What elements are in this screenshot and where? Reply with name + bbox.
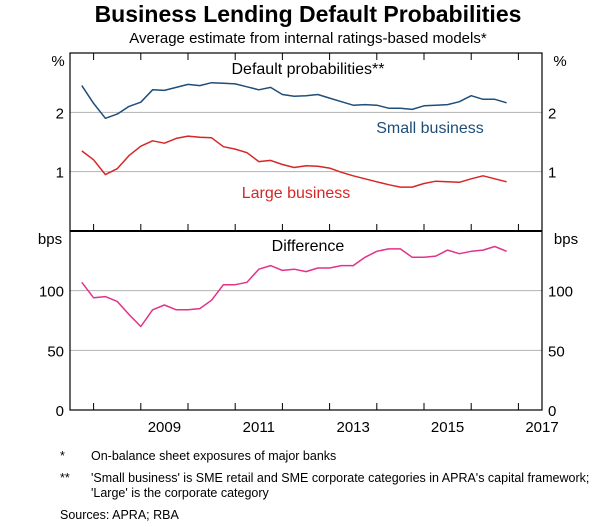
y-tick-label-right: 100 bbox=[548, 284, 573, 301]
difference-line bbox=[81, 245, 507, 328]
y-tick-label-left: 0 bbox=[56, 403, 64, 420]
series-lines bbox=[81, 81, 507, 328]
y-tick-labels: 1 1 2 2 0 0 50 50 100 100 bbox=[39, 105, 573, 420]
chart-subtitle: Average estimate from internal ratings-b… bbox=[129, 30, 487, 47]
large-business-line bbox=[81, 135, 507, 188]
y-tick-label-left: 100 bbox=[39, 284, 64, 301]
y-tick-label-left: 1 bbox=[56, 165, 64, 182]
footnote-1-text: On-balance sheet exposures of major bank… bbox=[91, 449, 337, 463]
chart-title: Business Lending Default Probabilities bbox=[94, 1, 522, 27]
x-tick-label: 2013 bbox=[337, 419, 370, 436]
y-tick-label-right: 50 bbox=[548, 343, 565, 360]
top-panel-title: Default probabilities** bbox=[232, 61, 385, 78]
bottom-left-unit: bps bbox=[38, 231, 62, 248]
x-tick-label: 2015 bbox=[431, 419, 464, 436]
gridlines bbox=[70, 111, 542, 351]
small-business-line bbox=[81, 81, 507, 120]
x-tick-label: 2017 bbox=[525, 419, 558, 436]
y-tick-label-right: 1 bbox=[548, 165, 556, 182]
bottom-right-unit: bps bbox=[554, 231, 578, 248]
x-ticks bbox=[93, 53, 519, 410]
footnote-1-marker: * bbox=[60, 449, 65, 463]
x-tick-label: 2011 bbox=[243, 419, 275, 436]
x-tick-label: 2009 bbox=[148, 419, 181, 436]
sources: Sources: APRA; RBA bbox=[60, 508, 179, 522]
footnote-2-text: 'Small business' is SME retail and SME c… bbox=[91, 471, 590, 500]
top-right-unit: % bbox=[553, 53, 566, 70]
large-business-label: Large business bbox=[242, 185, 351, 202]
small-business-label: Small business bbox=[376, 120, 484, 137]
x-tick-labels: 2009 2011 2013 2015 2017 bbox=[148, 419, 559, 436]
bottom-panel-title: Difference bbox=[272, 238, 345, 255]
top-left-unit: % bbox=[51, 53, 64, 70]
footnote-2-marker: ** bbox=[60, 471, 70, 485]
y-tick-label-left: 2 bbox=[56, 105, 64, 122]
y-tick-label-right: 0 bbox=[548, 403, 556, 420]
y-tick-label-right: 2 bbox=[548, 105, 556, 122]
y-tick-label-left: 50 bbox=[47, 343, 64, 360]
